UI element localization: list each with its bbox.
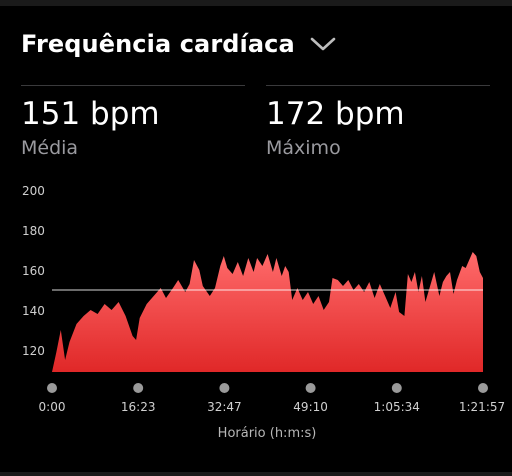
x-tick-label: 1:05:34 [373,400,420,414]
y-tick-label: 180 [22,224,45,238]
y-tick-label: 160 [22,264,45,278]
page-title: Frequência cardíaca [21,30,295,58]
chevron-down-icon[interactable] [309,35,337,53]
heart-rate-chart [47,252,488,393]
stat-maximum: 172 bpm Máximo [266,96,405,160]
x-tick-label: 49:10 [293,400,328,414]
divider-maximum [266,85,490,86]
x-tick-dot [47,383,57,393]
bottom-edge [0,472,512,476]
y-tick-label: 120 [22,344,45,358]
top-edge [0,0,512,6]
x-tick-dot [305,383,316,393]
y-tick-label: 200 [22,184,45,198]
x-tick-dot [391,383,402,393]
x-tick-dot [133,383,144,393]
y-tick-label: 140 [22,304,45,318]
stat-average: 151 bpm Média [21,96,160,160]
x-axis-label: Horário (h:m:s) [217,426,317,441]
x-tick-dot [219,383,230,393]
maximum-value: 172 bpm [266,96,405,132]
x-tick-label: 16:23 [120,400,156,414]
x-tick-label: 32:47 [207,400,242,414]
maximum-label: Máximo [266,137,341,159]
chart-selector[interactable]: Frequência cardíaca [21,30,337,58]
average-label: Média [21,137,79,159]
x-tick-label: 1:21:57 [458,400,506,414]
divider-average [21,85,245,86]
x-tick-label: 0:00 [38,400,66,414]
x-tick-dot [478,383,488,393]
average-value: 151 bpm [21,96,160,132]
heart-rate-area [52,252,483,372]
